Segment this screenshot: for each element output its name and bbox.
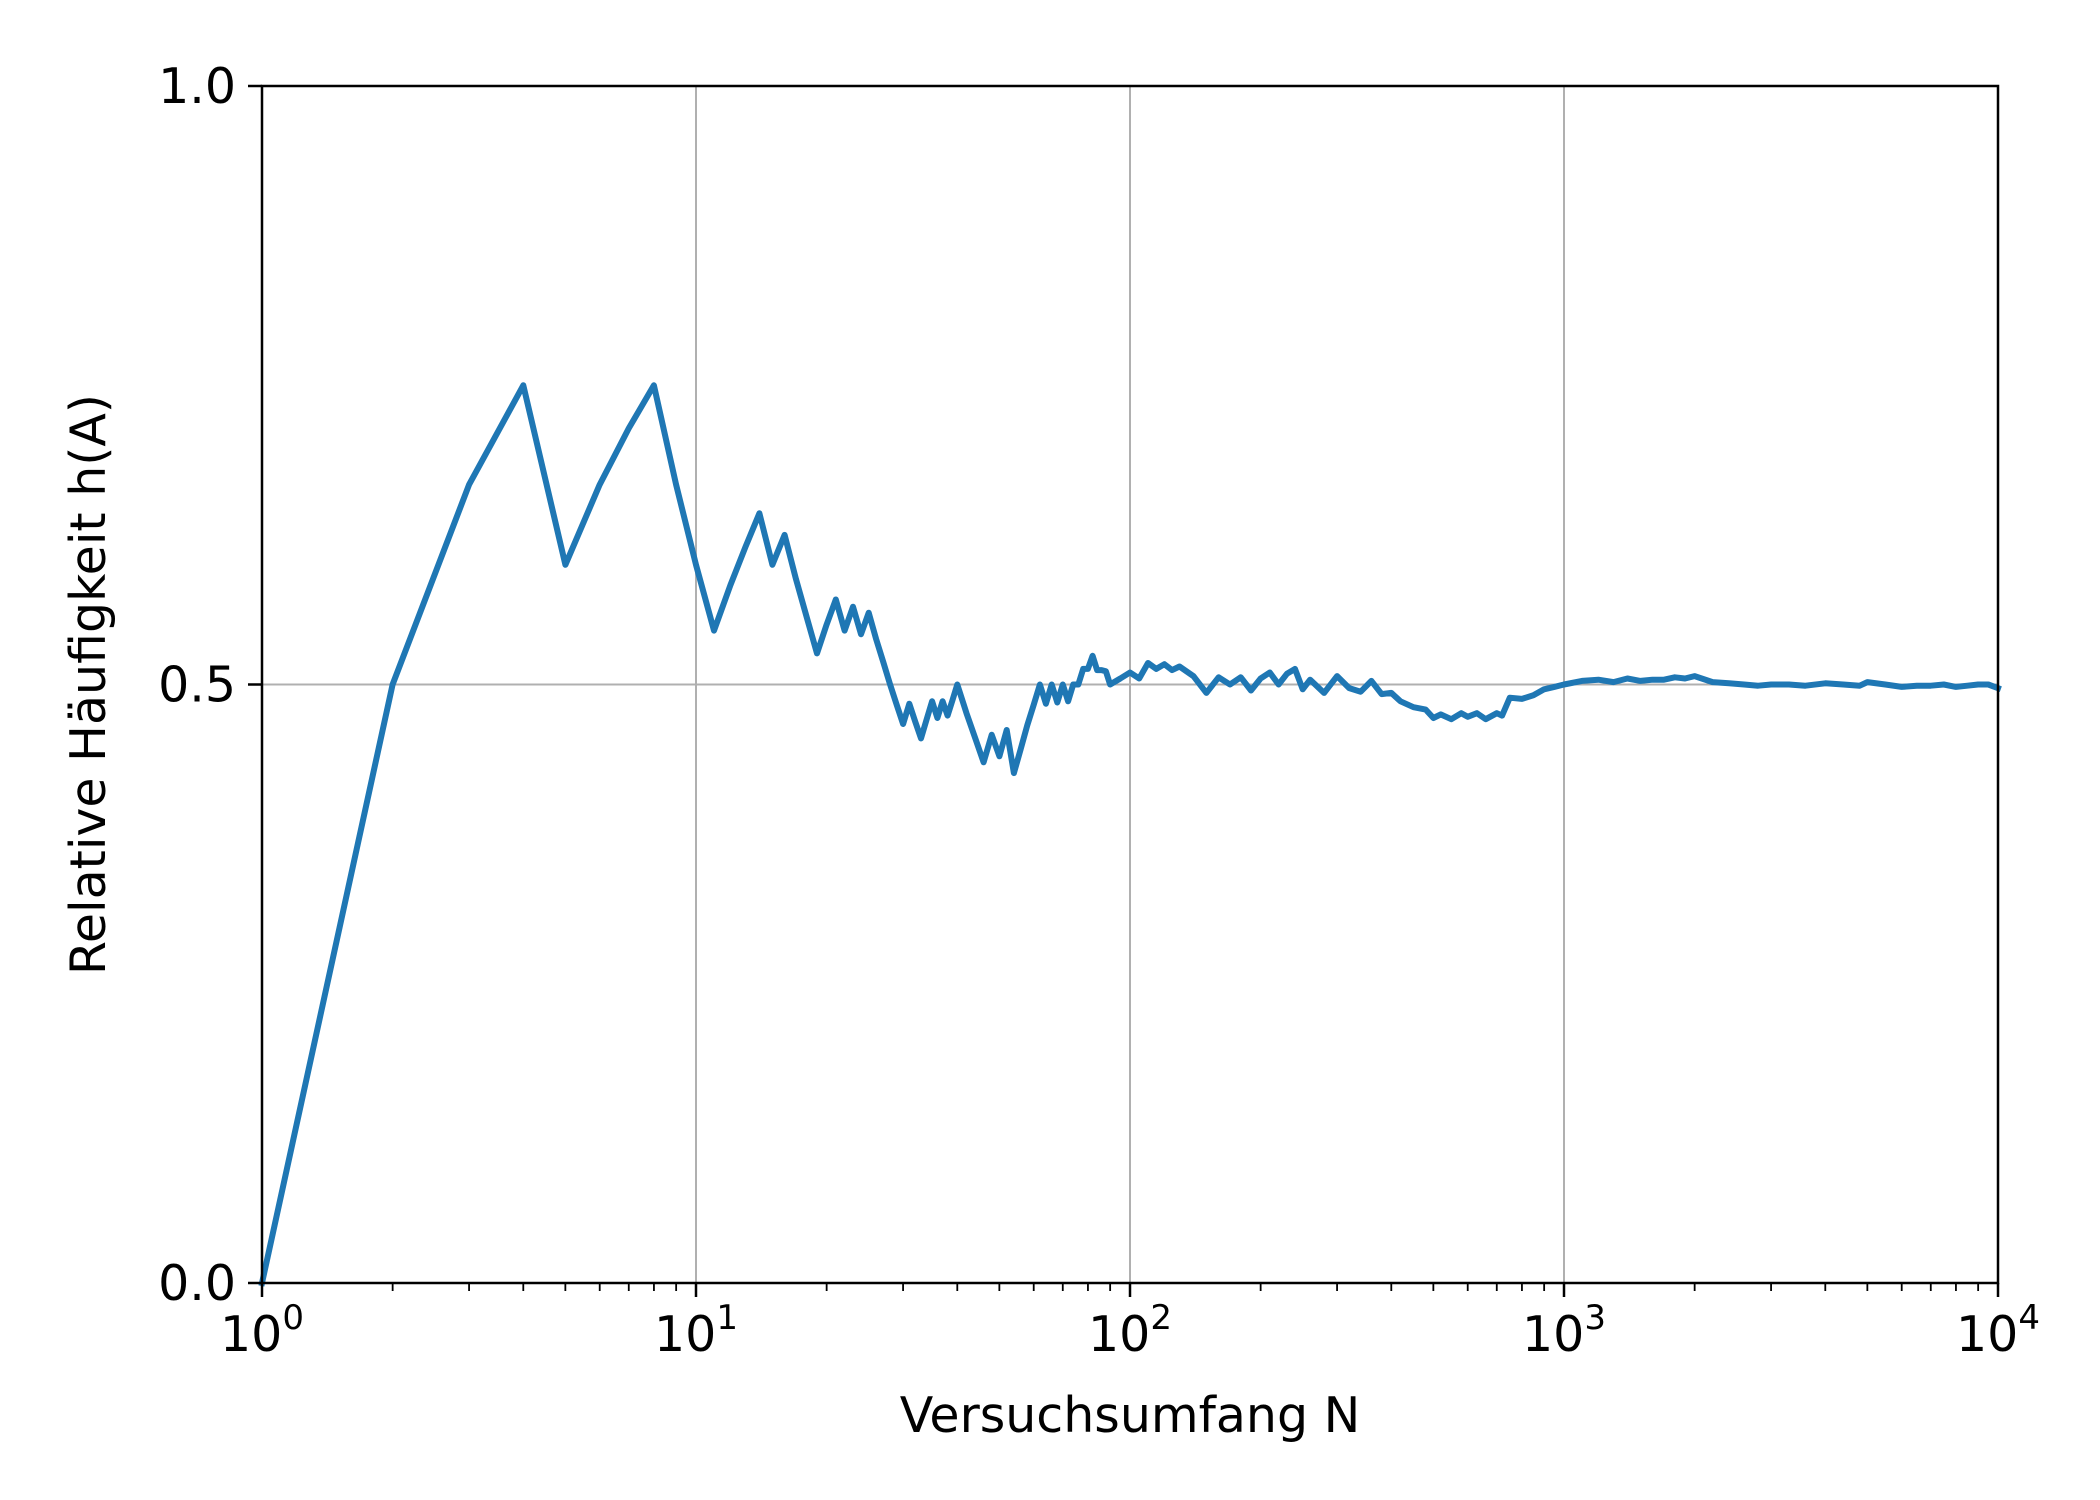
y-tick-label: 1.0 xyxy=(158,58,236,115)
x-tick-exponent: 3 xyxy=(1584,1298,1606,1338)
x-tick-exponent: 4 xyxy=(2018,1298,2040,1338)
x-axis-label: Versuchsumfang N xyxy=(900,1387,1361,1444)
x-axis: 100 101 102 103 104 xyxy=(220,1283,2040,1363)
x-tick-label: 102 xyxy=(1088,1298,1172,1363)
x-tick-base: 10 xyxy=(1088,1306,1150,1363)
y-tick-label: 0.5 xyxy=(158,657,236,714)
x-tick-label: 101 xyxy=(654,1298,738,1363)
series-line xyxy=(258,382,2002,1287)
y-axis-label: Relative Häufigkeit h(A) xyxy=(60,394,117,975)
x-tick-base: 10 xyxy=(654,1306,716,1363)
x-tick-exponent: 2 xyxy=(1150,1298,1172,1338)
x-tick-base: 10 xyxy=(1956,1306,2018,1363)
y-tick-label: 0.0 xyxy=(158,1255,236,1312)
x-tick-label: 100 xyxy=(220,1298,304,1363)
x-tick-base: 10 xyxy=(1522,1306,1584,1363)
x-tick-base: 10 xyxy=(220,1306,282,1363)
series-layer xyxy=(258,382,2002,1287)
x-tick-label: 103 xyxy=(1522,1298,1606,1363)
x-tick-exponent: 0 xyxy=(282,1298,304,1338)
y-axis: 0.0 0.5 1.0 xyxy=(158,58,262,1312)
x-tick-exponent: 1 xyxy=(716,1298,738,1338)
x-tick-label: 104 xyxy=(1956,1298,2040,1363)
